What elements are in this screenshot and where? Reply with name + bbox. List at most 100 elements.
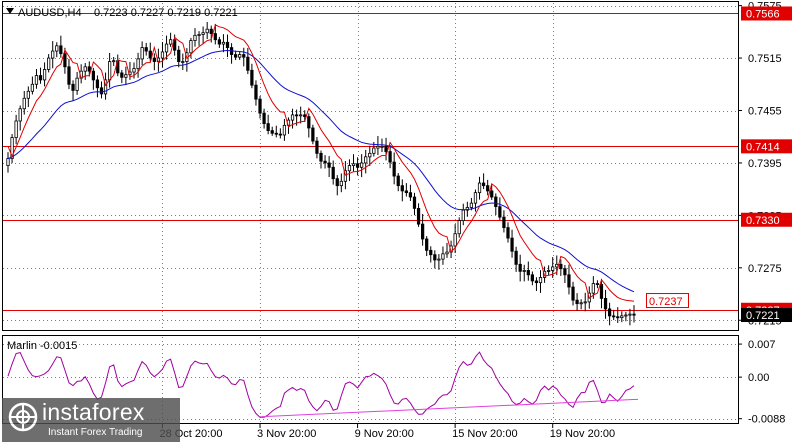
candle-bear <box>416 207 421 225</box>
candle-bull <box>364 156 368 164</box>
candle-bull <box>477 182 482 194</box>
candle-bear <box>311 127 315 142</box>
candle-bull <box>34 75 39 85</box>
candle-bear <box>331 166 335 180</box>
candle-bull <box>457 220 461 235</box>
candle-bear <box>607 308 612 317</box>
candle-bear <box>59 45 63 55</box>
candle-bear <box>173 39 177 51</box>
candle-bull <box>376 145 380 149</box>
candle-bear <box>148 50 152 59</box>
candle-bull <box>238 54 242 58</box>
price-tick-label: 0.7275 <box>748 263 782 275</box>
level-tag <box>741 212 792 227</box>
horizontal-levels <box>3 13 738 311</box>
candle-bear <box>177 49 181 62</box>
candle-bull <box>351 163 356 166</box>
candle-bear <box>250 69 254 86</box>
candle-bull <box>469 202 474 208</box>
moving-averages <box>7 24 635 302</box>
candle-bull <box>624 314 628 317</box>
candle-bear <box>91 70 95 81</box>
candle-bear <box>270 130 274 134</box>
candle-bear <box>278 133 282 136</box>
candle-bear <box>327 162 331 168</box>
grid-lines <box>3 3 738 422</box>
candle-bull <box>465 207 469 211</box>
candle-bear <box>71 83 75 91</box>
candle-bear <box>323 160 327 164</box>
candle-bear <box>502 216 506 229</box>
candle-bull <box>47 57 51 70</box>
candle-bull <box>108 61 112 81</box>
candle-bear <box>246 56 250 71</box>
indicator-axis: 0.007 0.00 -0.0088 <box>738 339 785 426</box>
candle-bull <box>132 68 136 73</box>
candle-bull <box>360 162 364 168</box>
candle-bull <box>372 147 376 154</box>
level-tag <box>741 6 792 21</box>
candlestick-series <box>6 21 636 326</box>
candle-bull <box>201 32 205 35</box>
marlin-indicator <box>7 351 639 418</box>
candle-bull <box>181 61 185 63</box>
time-tick-label: 3 Nov 20:00 <box>257 428 316 440</box>
ma-value-label: 0.7237 <box>649 296 683 308</box>
candle-bear <box>319 152 323 162</box>
time-tick-label: 9 Nov 20:00 <box>355 428 414 440</box>
candle-bear <box>400 185 404 192</box>
candle-bear <box>307 116 311 129</box>
candle-bear <box>63 53 67 68</box>
candle-bull <box>437 258 441 261</box>
candle-bear <box>571 286 575 301</box>
level-tag <box>741 139 792 154</box>
candle-bear <box>120 72 124 78</box>
candle-bull <box>579 302 583 305</box>
candle-bear <box>262 112 266 125</box>
candle-bull <box>168 39 173 45</box>
candle-bull <box>42 69 47 81</box>
candle-bear <box>209 28 213 34</box>
candle-bear <box>388 151 392 163</box>
candle-bull <box>10 137 14 159</box>
candle-bull <box>445 251 449 255</box>
candle-bear <box>616 316 620 319</box>
candle-bear <box>575 299 579 305</box>
candle-bear <box>258 98 262 114</box>
triangle-down-icon[interactable] <box>6 8 14 14</box>
candle-bear <box>526 270 530 276</box>
candle-bear <box>498 206 502 218</box>
candle-bear <box>95 79 100 89</box>
time-tick-label: 15 Nov 20:00 <box>452 428 517 440</box>
candle-bull <box>555 263 559 268</box>
candle-bear <box>530 274 534 282</box>
ohlc-label: 0.7223 0.7227 0.7219 0.7221 <box>94 7 238 19</box>
candle-bull <box>55 45 59 52</box>
candle-bear <box>254 84 258 100</box>
fast-ma-line <box>7 24 635 302</box>
candle-bull <box>473 192 478 204</box>
candle-bear <box>144 47 148 52</box>
candle-bear <box>481 182 486 187</box>
time-tick-label: 19 Nov 20:00 <box>550 428 615 440</box>
candle-bull <box>522 270 526 272</box>
candle-bear <box>433 254 437 261</box>
watermark: instaforex Instant Forex Trading <box>2 398 180 442</box>
candle-bear <box>599 284 604 299</box>
candle-bull <box>441 253 445 260</box>
candle-bull <box>22 97 26 110</box>
candle-bull <box>538 277 543 284</box>
candle-bull <box>164 43 169 53</box>
candle-bull <box>160 51 165 59</box>
price-tick-label: 0.7395 <box>748 158 782 170</box>
candle-bull <box>221 41 226 45</box>
candle-bull <box>453 233 457 247</box>
candle-bull <box>347 165 352 172</box>
candle-bear <box>514 250 518 265</box>
candle-bull <box>343 170 348 182</box>
candle-bear <box>87 66 91 72</box>
candle-bear <box>612 315 616 318</box>
main-panel-frame <box>2 1 739 331</box>
candle-bull <box>290 114 295 121</box>
candle-bear <box>225 41 230 48</box>
